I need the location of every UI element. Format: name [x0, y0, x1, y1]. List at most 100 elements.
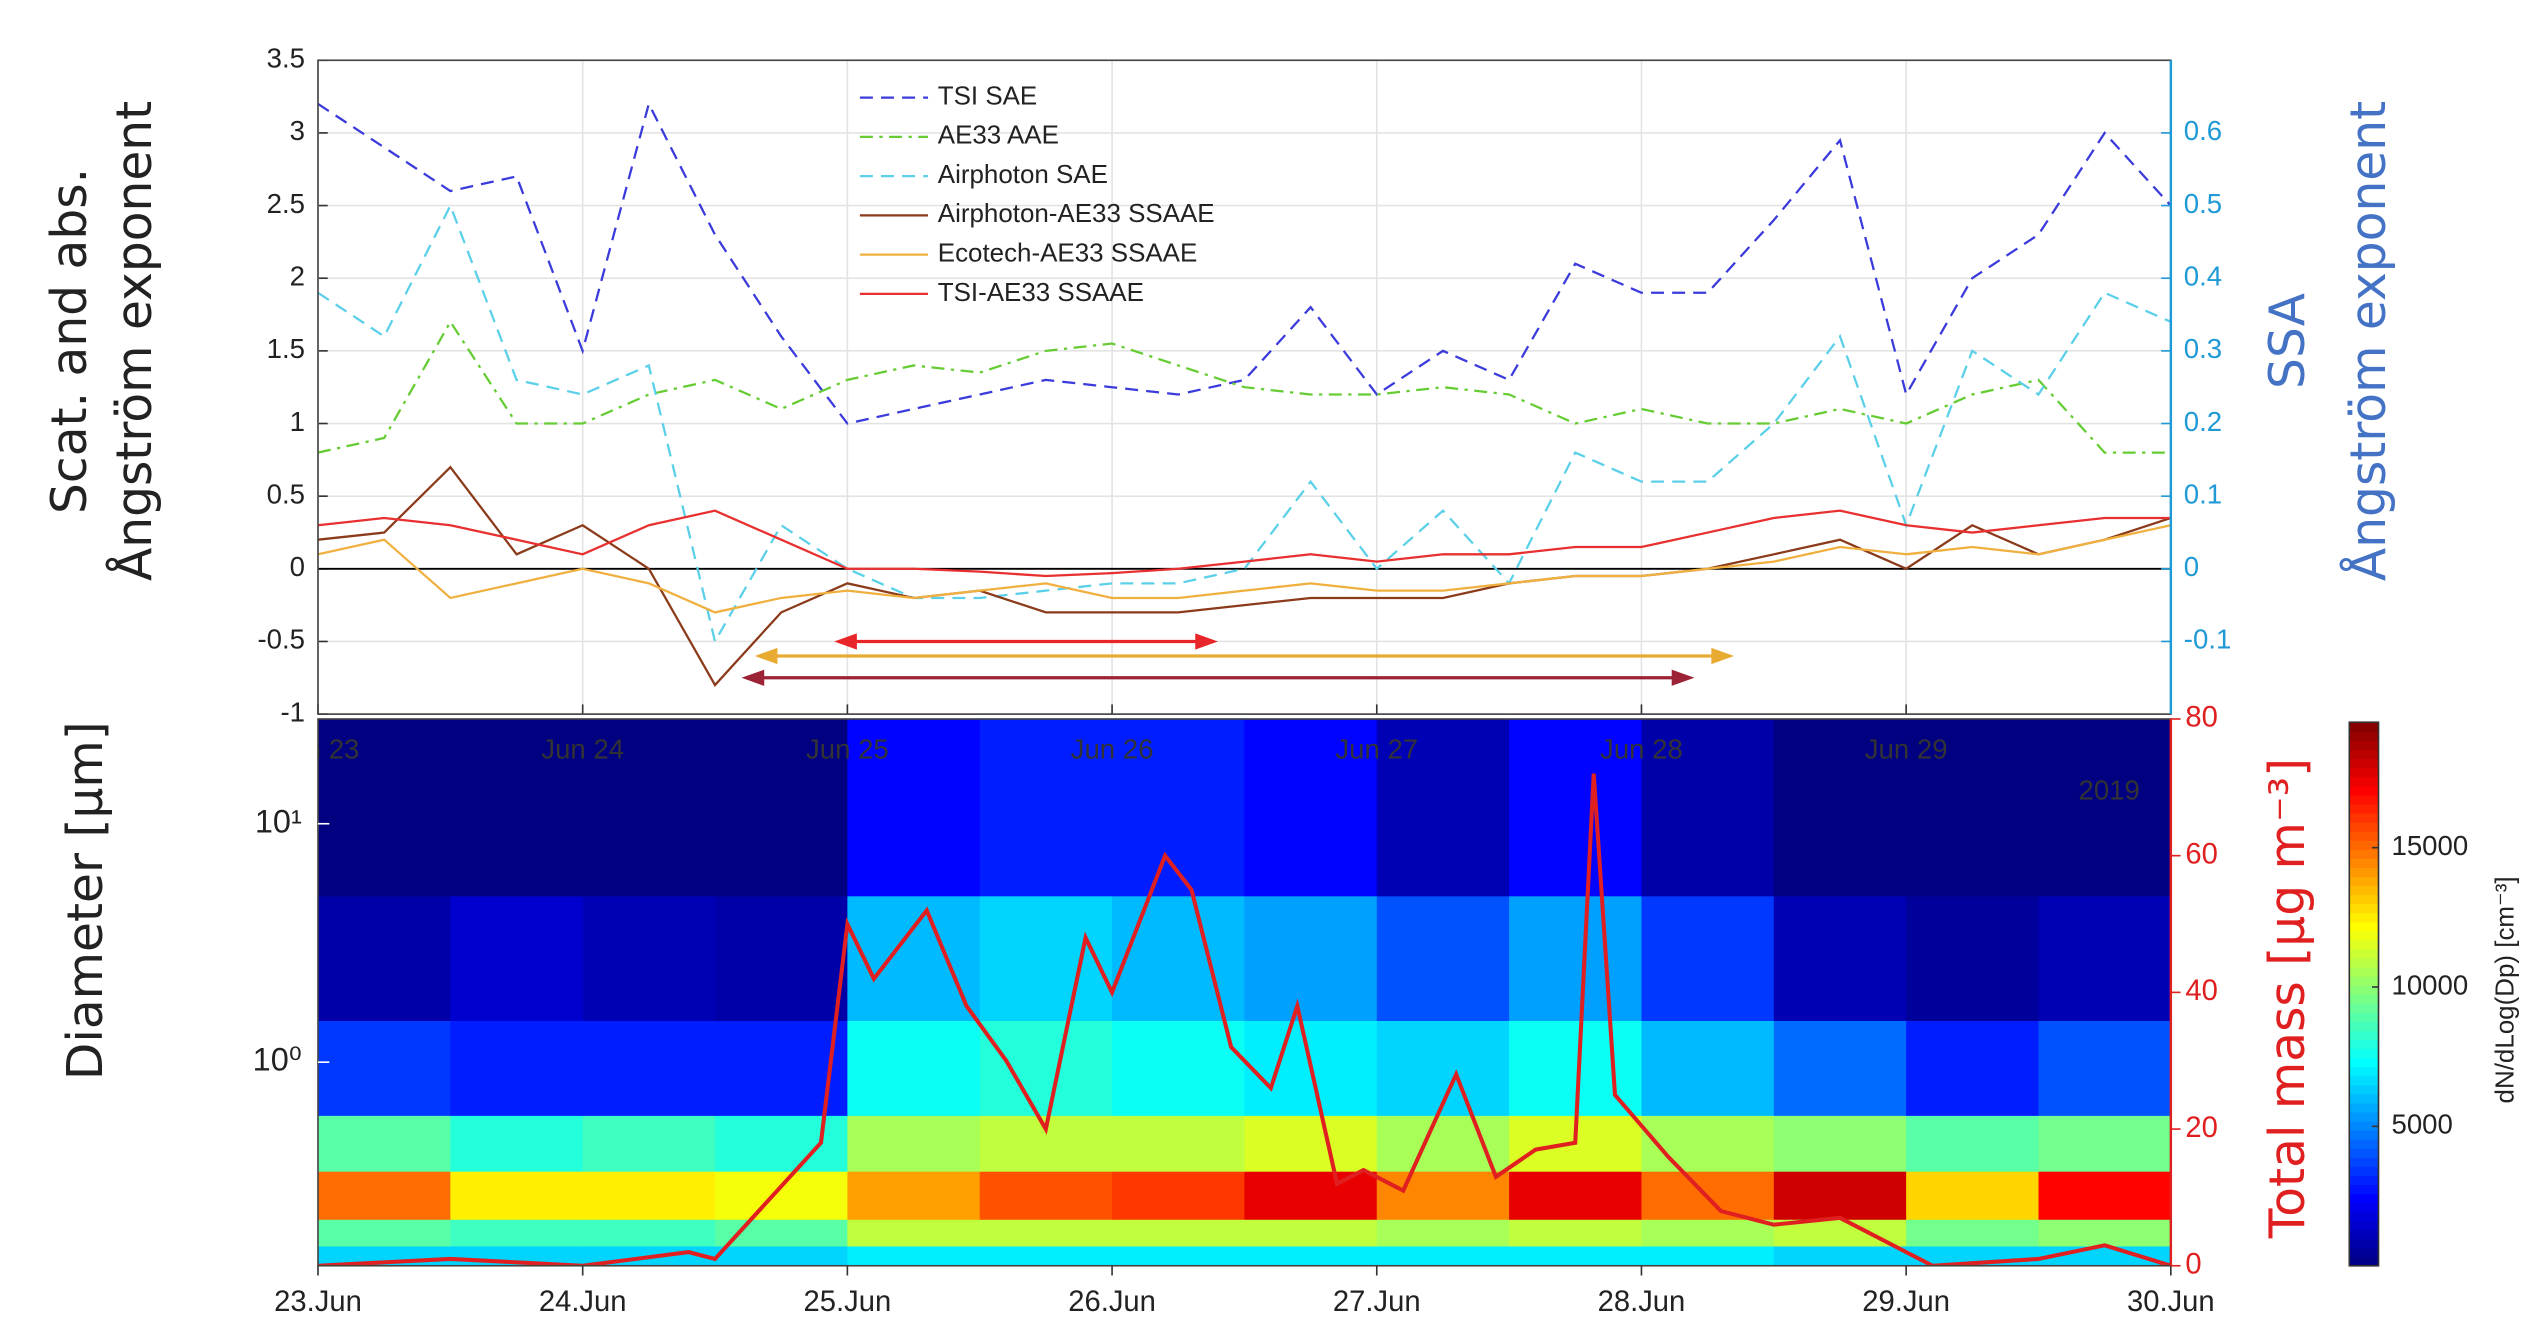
y-tick-label: 2: [290, 261, 305, 292]
x-tick-label: 26.Jun: [1068, 1286, 1156, 1318]
colorbar-segment: [2349, 1012, 2379, 1022]
legend-label: Airphoton-AE33 SSAAE: [938, 200, 1215, 228]
heatmap-cell: [847, 1170, 981, 1220]
x-tick-label: 28.Jun: [1598, 1286, 1686, 1318]
heatmap-cell: [1773, 1020, 1907, 1116]
heatmap-cell: [1376, 895, 1510, 1021]
heatmap-cell: [2038, 1170, 2171, 1220]
colorbar-segment: [2349, 885, 2379, 896]
colorbar-segment: [2349, 821, 2379, 832]
heatmap-cell: [715, 718, 849, 897]
colorbar-segment: [2349, 849, 2379, 859]
y2-tick-label: 80: [2185, 702, 2217, 734]
heatmap-cell: [1641, 1245, 1775, 1266]
heatmap-cell: [2038, 895, 2171, 1021]
legend-label: Ecotech-AE33 SSAAE: [938, 239, 1198, 267]
colorbar-tick-label: 10000: [2391, 969, 2468, 1000]
colorbar-segment: [2349, 930, 2379, 941]
heatmap-cell: [1244, 1218, 1378, 1247]
heatmap-cell: [1112, 1218, 1246, 1247]
colorbar-segment: [2349, 1048, 2379, 1059]
colorbar-segment: [2349, 1039, 2379, 1050]
colorbar-segment: [2349, 803, 2379, 814]
y-tick-label: 0.5: [267, 478, 305, 509]
series-group: [318, 100, 2171, 687]
colorbar-segment: [2349, 957, 2379, 968]
colorbar-segment: [2349, 912, 2379, 923]
arrow-head: [754, 647, 778, 665]
y-axis-label: Ångström exponent: [106, 101, 163, 581]
heatmap-cell: [318, 1170, 452, 1220]
y2-tick-label: 0.5: [2184, 188, 2222, 219]
colorbar-segment: [2349, 767, 2379, 778]
y-tick-label: 3.5: [267, 43, 305, 74]
x-tick-label: Jun 25: [806, 734, 889, 765]
colorbar-segment: [2349, 1093, 2379, 1104]
y2-tick-label: 0.4: [2184, 261, 2222, 292]
colorbar-segment: [2349, 1166, 2379, 1176]
y2-tick-label: -0.1: [2184, 624, 2232, 655]
heatmap-cell: [847, 1115, 981, 1172]
heatmap-cell: [1376, 1245, 1510, 1266]
y-tick-label: 10⁰: [253, 1042, 302, 1078]
heatmap-cell: [450, 718, 584, 897]
y2-tick-label: 0.2: [2184, 406, 2222, 437]
heatmap-cell: [1244, 718, 1378, 897]
heatmap-cell: [1773, 1115, 1907, 1172]
colorbar-segment: [2349, 785, 2379, 796]
colorbar-segment: [2349, 839, 2379, 850]
heatmap-cell: [1244, 895, 1378, 1021]
y2-tick-label: 0: [2184, 551, 2199, 582]
heatmap-cell: [847, 1245, 981, 1266]
legend-label: TSI-AE33 SSAAE: [938, 279, 1144, 307]
heatmap-cell: [2038, 1020, 2171, 1116]
y2-tick-label: 40: [2185, 975, 2217, 1007]
heatmap-cell: [1906, 718, 2040, 897]
series-line: [318, 202, 2171, 645]
heatmap-cell: [1112, 895, 1246, 1021]
colorbar-segment: [2349, 1111, 2379, 1122]
x-tick-label: 23.Jun: [274, 1286, 362, 1318]
heatmap-cell: [1509, 1245, 1643, 1266]
heatmap-cell: [450, 1020, 584, 1116]
heatmap-cell: [1509, 1218, 1643, 1247]
series-line: [318, 319, 2171, 454]
heatmap-cell: [1641, 718, 1775, 897]
colorbar-segment: [2349, 740, 2379, 751]
heatmap-cell: [450, 1218, 584, 1247]
heatmap-cell: [318, 1218, 452, 1247]
colorbar-segment: [2349, 1157, 2379, 1167]
y2-tick-label: 0.1: [2184, 478, 2222, 509]
colorbar-segment: [2349, 794, 2379, 805]
heatmap-cell: [979, 718, 1113, 897]
y2-tick-label: 60: [2185, 838, 2217, 870]
heatmap-cell: [847, 895, 981, 1021]
colorbar-segment: [2349, 876, 2379, 887]
heatmap-cell: [582, 895, 716, 1021]
legend-label: AE33 AAE: [938, 122, 1059, 150]
arrow-head: [834, 633, 857, 650]
heatmap-cell: [582, 718, 716, 897]
heatmap-cell: [318, 718, 452, 897]
y2-tick-label: 0: [2185, 1248, 2201, 1280]
arrow-head: [1711, 647, 1735, 665]
heatmap: [318, 718, 2171, 1266]
x-tick-label: 24.Jun: [539, 1286, 627, 1318]
colorbar-segment: [2349, 1238, 2379, 1249]
heatmap-cell: [1906, 1020, 2040, 1116]
heatmap-cell: [1906, 1115, 2040, 1172]
colorbar-segment: [2349, 903, 2379, 914]
year-label: 2019: [2079, 774, 2140, 805]
heatmap-cell: [582, 1115, 716, 1172]
y2-axis-label: SSA: [2260, 293, 2316, 389]
heatmap-cell: [450, 1115, 584, 1172]
heatmap-cell: [582, 1170, 716, 1220]
colorbar-segment: [2349, 948, 2379, 959]
colorbar-label: dN/dLog(Dp) [cm⁻³]: [2492, 876, 2520, 1103]
x-tick-label: 27.Jun: [1333, 1286, 1421, 1318]
colorbar-segment: [2349, 1021, 2379, 1032]
colorbar-tick-label: 15000: [2391, 830, 2468, 861]
y-axis-label: Scat. and abs.: [42, 168, 98, 514]
y2-tick-label: 0.3: [2184, 333, 2222, 364]
